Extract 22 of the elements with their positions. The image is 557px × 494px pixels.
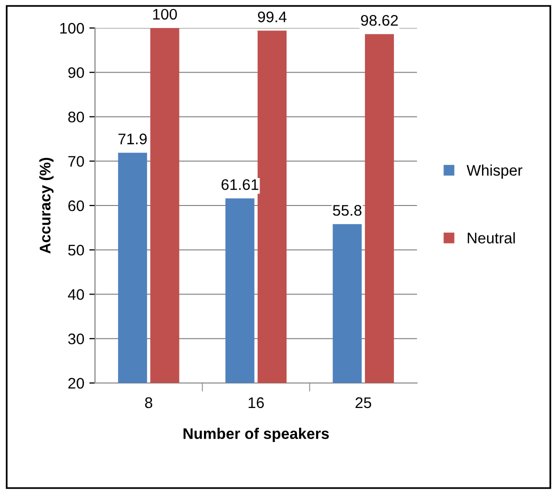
y-tick-label: 20 <box>68 378 84 389</box>
data-label: 100 <box>153 8 177 20</box>
data-label: 61.61 <box>222 179 258 190</box>
legend-label: Whisper <box>466 164 522 179</box>
y-tick-label: 80 <box>68 112 84 122</box>
y-tick-label: 100 <box>60 22 84 34</box>
y-tick-label: 40 <box>68 289 84 300</box>
y-tick-label: 70 <box>68 156 84 167</box>
data-label: 55.8 <box>332 204 362 216</box>
legend-label: Neutral <box>468 232 515 244</box>
x-axis-title: Number of speakers <box>184 428 329 442</box>
data-label: 98.62 <box>361 14 398 26</box>
y-tick-label: 50 <box>68 244 84 256</box>
x-tick-label: 25 <box>356 397 372 408</box>
x-tick-label: 8 <box>145 397 152 408</box>
y-tick-label: 30 <box>68 333 84 344</box>
x-tick-label: 16 <box>248 397 264 408</box>
y-tick-label: 60 <box>68 200 84 212</box>
y-tick-label: 90 <box>68 67 84 78</box>
data-label: 99.4 <box>258 12 287 22</box>
y-axis-title: Accuracy (%) <box>39 158 54 254</box>
data-label: 71.9 <box>118 134 147 144</box>
